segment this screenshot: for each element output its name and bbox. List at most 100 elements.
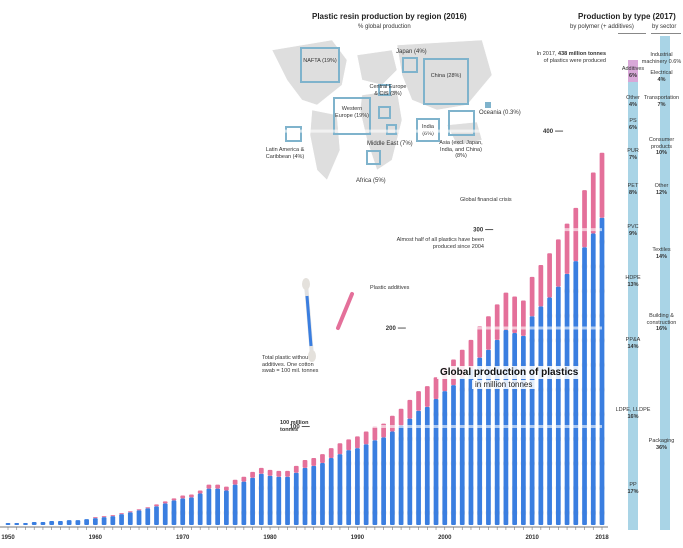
bar-additives [180,495,186,499]
bar-plastic [75,520,81,525]
region-box-nafta [300,47,340,83]
bar-additives [145,507,151,509]
region-label-china: China (28%) [430,73,462,79]
region-box-asia [448,110,475,136]
bar-additives [521,300,526,336]
region-label-japan: Japan (4%) [396,49,427,55]
x-tick-label: 1990 [351,535,365,541]
bar-additives [162,501,168,504]
region-box-middle-east [386,124,397,135]
bar-plastic [285,476,290,525]
bar-additives [171,498,177,501]
bar-additives [372,426,378,441]
bar-additives [468,339,474,370]
region-box-africa [366,150,381,165]
polymer-header: by polymer (+ additives) [570,24,634,30]
bar-plastic [468,369,474,525]
bar-plastic [171,500,177,525]
bar-plastic [258,473,264,525]
region-label-nafta: NAFTA (19%) [303,58,337,64]
bar-plastic [564,273,570,525]
bar-plastic [162,503,168,525]
bar-additives [512,296,518,333]
sector-label-other: Other 12% [654,183,669,196]
bar-plastic [459,377,465,525]
bar-additives [110,515,116,517]
bar-plastic [224,490,229,525]
x-tick-label: 2018 [595,535,609,541]
bar-plastic [206,488,212,525]
bar-plastic [416,410,421,525]
sector-header: by sector [652,24,677,30]
bar-additives [189,494,194,498]
bar-plastic [555,286,561,525]
sector-header-rule [651,33,681,34]
bar-additives [389,415,395,432]
sector-label-packaging: Packaging 36% [648,438,675,451]
bar-additives [346,439,352,451]
bar-plastic [398,425,404,525]
bar-plastic [433,398,439,525]
bar-plastic [311,465,317,525]
map-subtitle: % global production [358,24,411,30]
bar-plastic [381,437,386,525]
bar-plastic [101,517,107,525]
bar-plastic [197,493,203,525]
region-box-middle-east-top [378,106,391,119]
bar-plastic [49,521,55,525]
bar-plastic [590,233,596,526]
bar-plastic [538,306,544,525]
bar-additives [206,484,212,489]
bar-plastic [302,467,308,525]
bar-plastic [58,521,63,525]
bar-additives [503,292,509,331]
bar-additives [101,516,107,518]
bar-additives [416,391,421,411]
bar-additives [311,458,317,466]
polymer-label-hdpe: HDPE 13% [625,275,641,288]
annotation-half-since-2004: Almost half of all plastics have been pr… [396,237,484,250]
bar-additives [555,239,561,287]
bar-plastic [23,523,28,525]
bar-additives [276,470,282,477]
bar-additives [154,504,159,507]
polymer-additives-segment [628,60,638,82]
bar-additives [494,304,500,340]
bar-plastic [241,481,247,525]
bar-additives [136,509,142,511]
bar-additives [355,436,360,449]
region-box-china [423,58,469,105]
bar-additives [267,469,273,476]
bar-additives [285,470,290,477]
bar-plastic [31,522,37,525]
x-tick-label: 1970 [176,535,190,541]
region-label-western-europe: Western Europe (19%) [335,106,369,119]
sector-label-textiles: Textiles 14% [652,247,671,260]
polymer-label-pp: PP 17% [627,482,639,495]
bar-plastic [599,217,605,525]
bar-plastic [267,475,273,525]
bar-plastic [66,520,72,525]
chart-subtitle: in million tonnes [472,380,536,389]
bar-additives [337,443,343,455]
sector-label-building: Building & construction 16% [646,313,677,332]
bar-additives [302,460,308,468]
bar-plastic [154,506,159,525]
x-tick-label: 1960 [89,535,103,541]
bar-plastic [477,357,483,525]
polymer-label-pur: PUR 7% [627,148,639,161]
bar-plastic [84,519,89,525]
region-label-india: India (6%) [422,124,434,137]
bar-plastic [119,514,124,525]
sector-label-transportation: Transportation 7% [643,95,680,108]
bar-additives [241,476,247,482]
type-panel-title: Production by type (2017) [578,12,676,21]
x-tick-label: 2000 [438,535,452,541]
polymer-label-ldpe: LDPE, LLDPE 16% [615,407,651,420]
polymer-label-pet: PET 8% [627,183,639,196]
bar-plastic [521,335,526,525]
region-box-western-europe [333,97,371,135]
annotation-plastic-additives: Plastic additives [370,285,410,291]
bar-plastic [110,516,116,525]
bar-plastic [547,297,552,525]
